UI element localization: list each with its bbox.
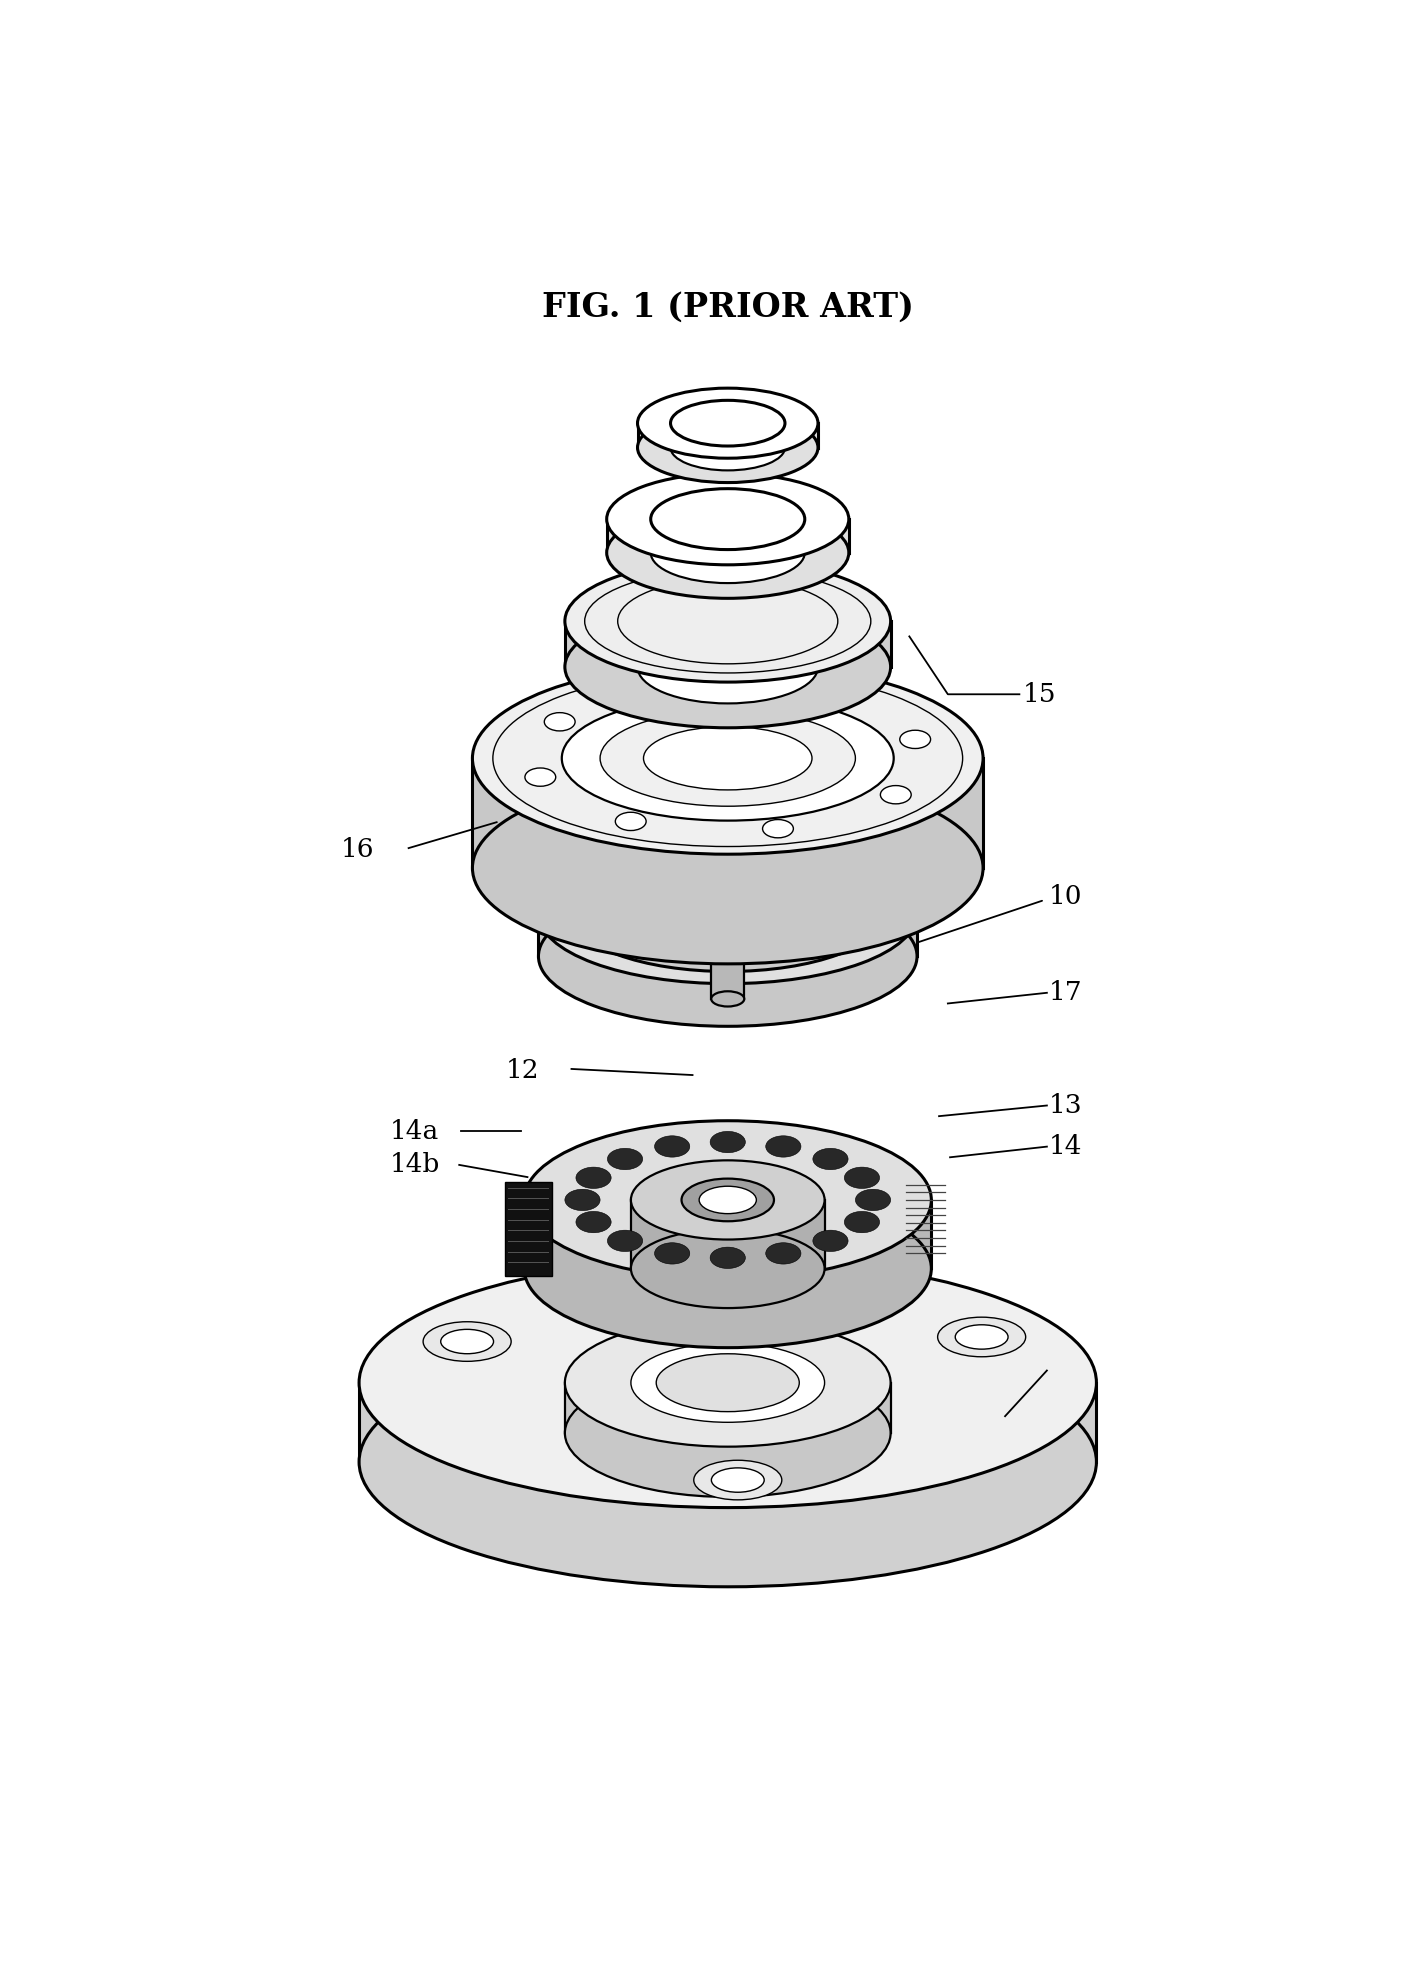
Ellipse shape (845, 1167, 879, 1189)
Ellipse shape (608, 1230, 643, 1252)
Ellipse shape (525, 767, 555, 787)
Ellipse shape (618, 578, 838, 665)
Ellipse shape (638, 413, 818, 483)
Text: FIG. 1 (PRIOR ART): FIG. 1 (PRIOR ART) (542, 291, 913, 324)
Ellipse shape (565, 1189, 601, 1211)
Ellipse shape (655, 1242, 690, 1264)
Polygon shape (473, 758, 983, 868)
Ellipse shape (538, 843, 917, 983)
Ellipse shape (880, 785, 912, 803)
Ellipse shape (606, 506, 849, 597)
Text: 16: 16 (341, 837, 373, 862)
Ellipse shape (630, 1228, 825, 1307)
Polygon shape (571, 868, 885, 914)
Ellipse shape (571, 811, 885, 926)
Ellipse shape (571, 856, 885, 971)
Ellipse shape (493, 671, 963, 847)
Ellipse shape (900, 730, 930, 748)
Ellipse shape (630, 1343, 825, 1422)
Ellipse shape (601, 710, 855, 807)
Polygon shape (630, 1201, 825, 1268)
Ellipse shape (638, 388, 818, 459)
Ellipse shape (656, 1353, 799, 1412)
Ellipse shape (423, 1321, 511, 1361)
Ellipse shape (670, 425, 785, 471)
Text: 10: 10 (1049, 884, 1082, 910)
Ellipse shape (699, 1187, 757, 1214)
Polygon shape (711, 955, 744, 999)
Polygon shape (565, 621, 890, 667)
Ellipse shape (765, 1242, 801, 1264)
Ellipse shape (538, 886, 917, 1027)
Ellipse shape (524, 1122, 932, 1280)
Ellipse shape (638, 585, 818, 659)
Ellipse shape (565, 560, 890, 682)
Ellipse shape (359, 1337, 1096, 1586)
Ellipse shape (682, 1179, 774, 1220)
Ellipse shape (562, 696, 893, 821)
Ellipse shape (524, 1189, 932, 1347)
Ellipse shape (440, 1329, 494, 1353)
Ellipse shape (812, 1149, 848, 1169)
Ellipse shape (765, 1135, 801, 1157)
Polygon shape (670, 423, 785, 447)
Polygon shape (524, 1201, 932, 1268)
Ellipse shape (577, 1167, 611, 1189)
Polygon shape (565, 1383, 890, 1432)
Polygon shape (359, 1383, 1096, 1462)
Ellipse shape (655, 1135, 690, 1157)
Text: 15: 15 (1022, 682, 1056, 706)
Polygon shape (506, 1181, 551, 1276)
Polygon shape (538, 914, 917, 955)
Ellipse shape (643, 726, 812, 789)
Ellipse shape (710, 1131, 746, 1153)
Ellipse shape (473, 771, 983, 963)
Text: 11: 11 (1049, 1359, 1082, 1383)
Ellipse shape (956, 1325, 1008, 1349)
Ellipse shape (812, 1230, 848, 1252)
Ellipse shape (359, 1258, 1096, 1507)
Ellipse shape (662, 678, 693, 696)
Polygon shape (650, 518, 805, 552)
Ellipse shape (855, 1189, 890, 1211)
Ellipse shape (565, 1319, 890, 1446)
Polygon shape (638, 423, 818, 447)
Ellipse shape (711, 949, 744, 963)
Ellipse shape (606, 473, 849, 566)
Text: 14: 14 (1049, 1133, 1082, 1159)
Ellipse shape (565, 1369, 890, 1497)
Text: 17: 17 (1049, 981, 1082, 1005)
Ellipse shape (650, 522, 805, 584)
Ellipse shape (937, 1317, 1025, 1357)
Ellipse shape (630, 1161, 825, 1240)
Ellipse shape (711, 1468, 764, 1491)
Ellipse shape (615, 813, 646, 831)
Ellipse shape (711, 991, 744, 1007)
Ellipse shape (694, 1460, 782, 1499)
Ellipse shape (473, 663, 983, 854)
Ellipse shape (650, 489, 805, 550)
Text: 12: 12 (506, 1058, 540, 1084)
Ellipse shape (608, 1149, 643, 1169)
Ellipse shape (670, 400, 785, 445)
Text: 13: 13 (1049, 1094, 1082, 1118)
Ellipse shape (845, 1211, 879, 1232)
Ellipse shape (544, 712, 575, 732)
Polygon shape (606, 518, 849, 552)
Ellipse shape (565, 605, 890, 728)
Ellipse shape (577, 1211, 611, 1232)
Ellipse shape (809, 686, 841, 704)
Polygon shape (638, 621, 818, 667)
Text: 14b: 14b (391, 1153, 440, 1177)
Text: 14a: 14a (391, 1120, 439, 1143)
Ellipse shape (585, 570, 870, 673)
Ellipse shape (710, 1248, 746, 1268)
Ellipse shape (638, 631, 818, 704)
Ellipse shape (763, 819, 794, 839)
